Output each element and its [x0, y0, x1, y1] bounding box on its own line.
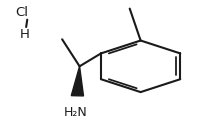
- Text: H: H: [20, 28, 30, 41]
- Text: Cl: Cl: [15, 6, 28, 19]
- Polygon shape: [71, 66, 83, 96]
- Text: H₂N: H₂N: [63, 106, 87, 119]
